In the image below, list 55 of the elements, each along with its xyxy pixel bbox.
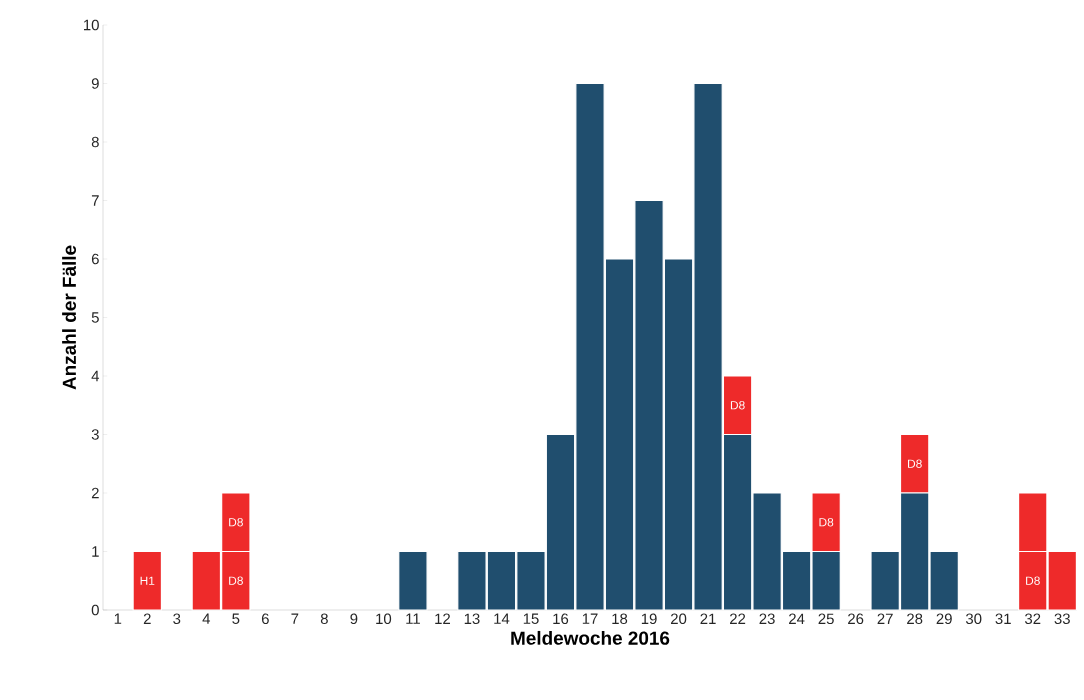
- x-tick-label: 26: [848, 613, 864, 625]
- data-label: D8: [908, 459, 922, 468]
- data-label: D8: [730, 401, 745, 410]
- y-tick-label: 5: [91, 312, 99, 323]
- y-tick-label: 3: [91, 429, 99, 440]
- bar: [132, 550, 163, 611]
- x-tick-label: 7: [291, 613, 299, 624]
- x-tick-label: 30: [965, 613, 982, 625]
- x-tick-label: 5: [232, 613, 240, 624]
- x-tick-label: 28: [907, 613, 923, 625]
- x-tick-label: 20: [670, 613, 687, 625]
- x-tick-label: 2: [143, 613, 151, 624]
- y-tick-label: 1: [92, 546, 99, 557]
- x-tick-label: 11: [406, 613, 420, 624]
- y-tick-label: 6: [91, 253, 99, 265]
- x-tick-label: 18: [612, 613, 628, 625]
- y-tick-label: 2: [91, 487, 99, 499]
- x-tick-label: 4: [202, 613, 211, 624]
- x-tick-label: 25: [818, 613, 834, 625]
- x-tick-label: 24: [789, 613, 805, 624]
- x-tick-label: 23: [759, 613, 775, 625]
- x-tick-label: 22: [730, 613, 746, 624]
- data-label: D8: [1026, 576, 1040, 585]
- y-tick-label: 9: [91, 78, 99, 89]
- x-tick-label: 13: [464, 613, 480, 625]
- x-tick-label: 3: [173, 613, 181, 625]
- x-tick-label: 8: [320, 613, 328, 625]
- x-tick-label: 9: [350, 613, 358, 625]
- x-tick-label: 33: [1054, 613, 1070, 625]
- x-tick-label: 21: [700, 613, 716, 624]
- y-tick-label: 0: [91, 604, 99, 616]
- x-tick-label: 32: [1024, 613, 1041, 625]
- data-label: D8: [229, 518, 243, 527]
- x-tick-label: 6: [261, 613, 269, 625]
- bar: [398, 550, 428, 611]
- x-tick-label: 10: [376, 613, 392, 625]
- y-tick-label: 7: [91, 195, 99, 206]
- data-label: D8: [819, 518, 834, 527]
- y-tick-label: 4: [91, 370, 100, 382]
- x-tick-label: 14: [494, 613, 510, 624]
- data-label: H1: [140, 576, 155, 585]
- x-tick-label: 1: [114, 613, 122, 624]
- x-tick-label: 17: [582, 613, 598, 624]
- x-tick-label: 31: [995, 613, 1011, 625]
- x-tick-label: 19: [641, 613, 657, 625]
- x-tick-label: 27: [877, 613, 893, 624]
- x-tick-label: 16: [553, 613, 569, 625]
- y-tick-label: 10: [84, 19, 99, 31]
- x-tick-label: 29: [936, 613, 952, 625]
- x-tick-label: 12: [435, 613, 450, 624]
- x-tick-label: 15: [523, 613, 539, 624]
- x-axis-title: Meldewoche 2016: [511, 630, 670, 645]
- y-axis-title: Anzahl der Fälle: [62, 245, 77, 390]
- y-tick-label: 8: [91, 136, 99, 148]
- data-label: D8: [229, 576, 243, 585]
